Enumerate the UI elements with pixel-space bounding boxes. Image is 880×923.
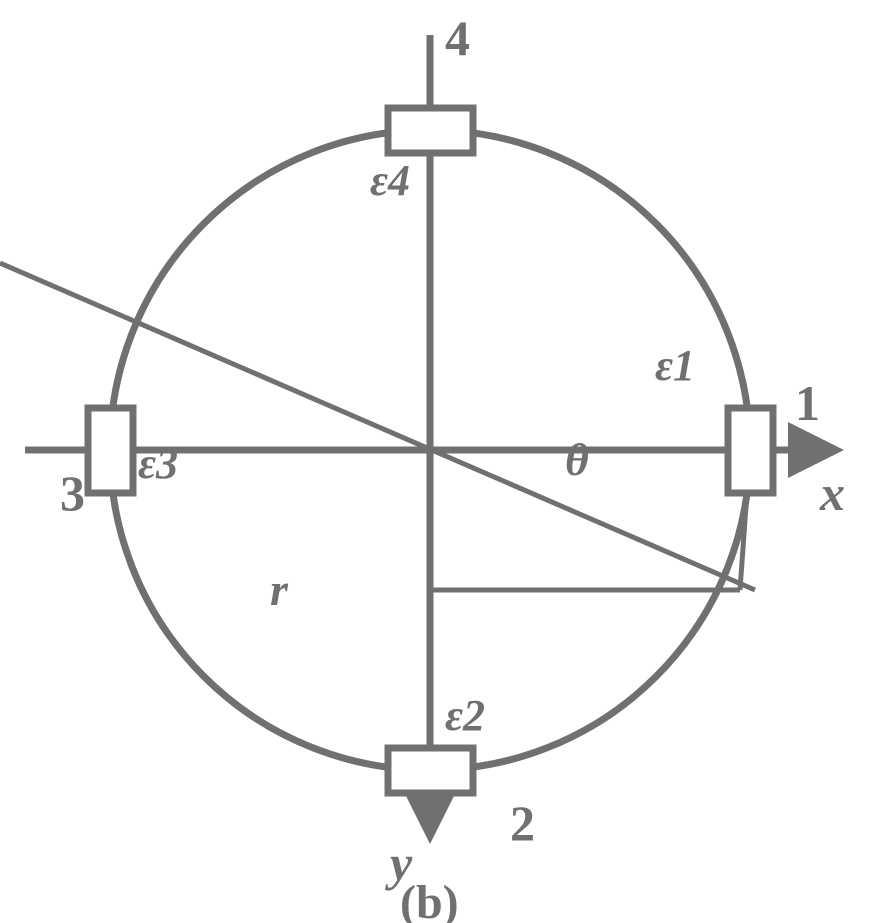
gauge-2	[388, 748, 473, 793]
label-x-axis: x	[819, 465, 845, 521]
label-eps-3: ε3	[138, 439, 178, 488]
gauge-1	[728, 408, 773, 493]
gauge-3	[88, 408, 133, 493]
label-eps-1: ε1	[655, 341, 695, 390]
label-num-4: 4	[445, 10, 470, 66]
gauge-4	[388, 108, 473, 153]
label-eps-2: ε2	[445, 691, 485, 740]
label-num-2: 2	[510, 795, 535, 851]
strain-gauge-diagram: 1 2 3 4 ε1 ε2 ε3 ε4 r θ x y (b)	[0, 0, 880, 923]
label-num-3: 3	[60, 465, 85, 521]
label-num-1: 1	[795, 375, 820, 431]
label-r: r	[270, 564, 289, 615]
label-theta: θ	[565, 434, 589, 485]
label-eps-4: ε4	[370, 156, 410, 205]
subfigure-label: (b)	[400, 876, 459, 923]
